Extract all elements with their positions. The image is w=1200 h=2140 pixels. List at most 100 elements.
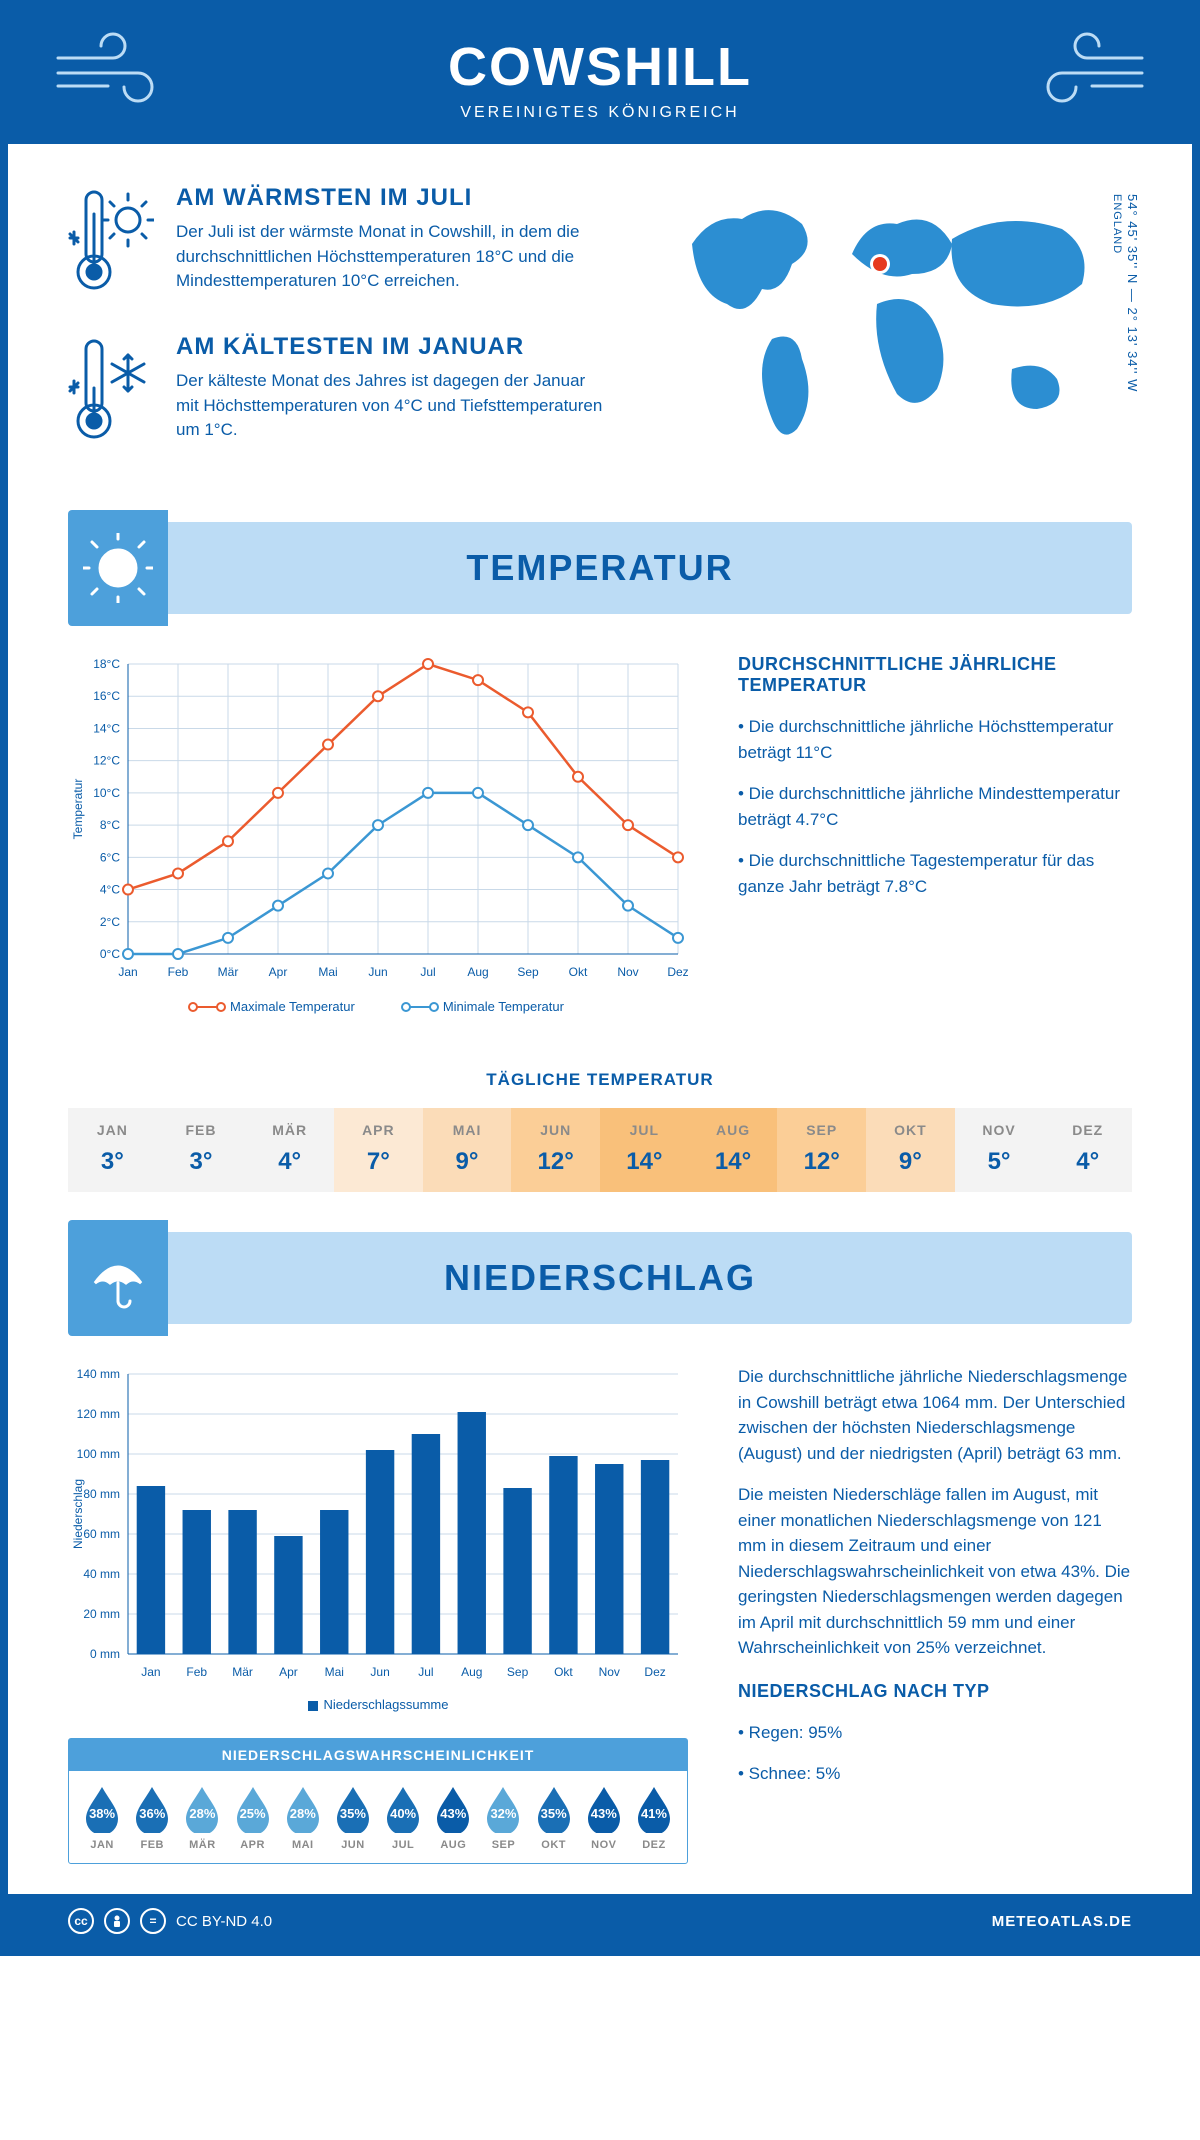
- daily-temp-cell: JUL14°: [600, 1108, 689, 1192]
- prob-cell: 28%MAI: [278, 1785, 328, 1851]
- svg-text:Dez: Dez: [667, 965, 688, 979]
- fact-cold-title: AM KÄLTESTEN IM JANUAR: [176, 333, 612, 361]
- svg-text:4°C: 4°C: [100, 883, 120, 897]
- prob-cell: 41%DEZ: [629, 1785, 679, 1851]
- svg-text:Mär: Mär: [218, 965, 239, 979]
- svg-text:0 mm: 0 mm: [90, 1647, 120, 1661]
- svg-text:60 mm: 60 mm: [83, 1527, 120, 1541]
- prob-cell: 35%JUN: [328, 1785, 378, 1851]
- daily-temp-cell: DEZ4°: [1043, 1108, 1132, 1192]
- daily-temp-cell: SEP12°: [777, 1108, 866, 1192]
- svg-text:Mai: Mai: [325, 1665, 344, 1679]
- svg-text:Aug: Aug: [467, 965, 488, 979]
- svg-text:Nov: Nov: [599, 1665, 620, 1679]
- precip-type-item: • Regen: 95%: [738, 1720, 1132, 1746]
- summary-bullet: • Die durchschnittliche jährliche Mindes…: [738, 781, 1132, 832]
- coordinates: 54° 45' 35'' N — 2° 13' 34'' WENGLAND: [1110, 194, 1140, 392]
- summary-bullet: • Die durchschnittliche jährliche Höchst…: [738, 714, 1132, 765]
- svg-text:140 mm: 140 mm: [77, 1367, 120, 1381]
- svg-text:120 mm: 120 mm: [77, 1407, 120, 1421]
- fact-coldest: AM KÄLTESTEN IM JANUAR Der kälteste Mona…: [68, 333, 612, 448]
- prob-cell: 43%AUG: [428, 1785, 478, 1851]
- prob-cell: 38%JAN: [77, 1785, 127, 1851]
- svg-text:Sep: Sep: [517, 965, 539, 979]
- daily-temp-cell: MAI9°: [423, 1108, 512, 1192]
- svg-text:6°C: 6°C: [100, 850, 120, 864]
- wind-icon: [48, 28, 168, 113]
- daily-temp-cell: NOV5°: [955, 1108, 1044, 1192]
- svg-text:10°C: 10°C: [93, 786, 120, 800]
- svg-text:18°C: 18°C: [93, 657, 120, 671]
- svg-text:16°C: 16°C: [93, 689, 120, 703]
- svg-text:2°C: 2°C: [100, 915, 120, 929]
- license-text: CC BY-ND 4.0: [176, 1913, 272, 1930]
- umbrella-icon: [68, 1220, 168, 1336]
- section-title: TEMPERATUR: [466, 547, 733, 589]
- page-title: COWSHILL: [8, 36, 1192, 98]
- svg-text:Temperatur: Temperatur: [71, 779, 85, 840]
- precip-para: Die meisten Niederschläge fallen im Augu…: [738, 1482, 1132, 1661]
- fact-warmest: AM WÄRMSTEN IM JULI Der Juli ist der wär…: [68, 184, 612, 299]
- intro-section: AM WÄRMSTEN IM JULI Der Juli ist der wär…: [8, 144, 1192, 512]
- precip-type-item: • Schnee: 5%: [738, 1761, 1132, 1787]
- svg-text:14°C: 14°C: [93, 721, 120, 735]
- section-header-precip: NIEDERSCHLAG: [68, 1232, 1132, 1324]
- prob-cell: 25%APR: [228, 1785, 278, 1851]
- summary-title: DURCHSCHNITTLICHE JÄHRLICHE TEMPERATUR: [738, 654, 1132, 696]
- svg-text:80 mm: 80 mm: [83, 1487, 120, 1501]
- svg-text:Okt: Okt: [554, 1665, 573, 1679]
- daily-temp-grid: JAN3°FEB3°MÄR4°APR7°MAI9°JUN12°JUL14°AUG…: [68, 1108, 1132, 1192]
- by-icon: [104, 1908, 130, 1934]
- svg-text:Sep: Sep: [507, 1665, 529, 1679]
- svg-text:0°C: 0°C: [100, 947, 120, 961]
- chart-legend: Maximale Temperatur Minimale Temperatur: [68, 999, 688, 1014]
- svg-text:Jul: Jul: [418, 1665, 433, 1679]
- nd-icon: =: [140, 1908, 166, 1934]
- page-subtitle: VEREINIGTES KÖNIGREICH: [8, 104, 1192, 122]
- svg-text:Mär: Mär: [232, 1665, 253, 1679]
- svg-text:8°C: 8°C: [100, 818, 120, 832]
- precip-probability-box: NIEDERSCHLAGSWAHRSCHEINLICHKEIT 38%JAN36…: [68, 1738, 688, 1864]
- precip-para: Die durchschnittliche jährliche Niedersc…: [738, 1364, 1132, 1466]
- svg-text:12°C: 12°C: [93, 754, 120, 768]
- temperature-line-chart: 0°C 2°C 4°C 6°C 8°C 10°C 12°C 14°C 16°C 18°C Jan Fe…: [68, 654, 688, 984]
- svg-text:Okt: Okt: [569, 965, 588, 979]
- thermometer-sun-icon: [68, 184, 154, 299]
- precip-type-title: NIEDERSCHLAG NACH TYP: [738, 1681, 1132, 1702]
- daily-temp-cell: APR7°: [334, 1108, 423, 1192]
- svg-text:Mai: Mai: [318, 965, 337, 979]
- svg-text:20 mm: 20 mm: [83, 1607, 120, 1621]
- prob-cell: 35%OKT: [529, 1785, 579, 1851]
- infographic-frame: COWSHILL VEREINIGTES KÖNIGREICH: [0, 0, 1200, 1956]
- fact-warm-text: Der Juli ist der wärmste Monat in Cowshi…: [176, 220, 612, 294]
- prob-title: NIEDERSCHLAGSWAHRSCHEINLICHKEIT: [69, 1739, 687, 1771]
- svg-text:Niederschlag: Niederschlag: [71, 1479, 85, 1549]
- daily-temp-cell: AUG14°: [689, 1108, 778, 1192]
- world-map: 54° 45' 35'' N — 2° 13' 34'' WENGLAND: [652, 184, 1132, 482]
- summary-bullet: • Die durchschnittliche Tagestemperatur …: [738, 848, 1132, 899]
- daily-temp-title: TÄGLICHE TEMPERATUR: [8, 1070, 1192, 1090]
- svg-text:Jun: Jun: [368, 965, 387, 979]
- prob-cell: 36%FEB: [127, 1785, 177, 1851]
- section-header-temperature: TEMPERATUR: [68, 522, 1132, 614]
- svg-text:Feb: Feb: [168, 965, 189, 979]
- sun-icon: [68, 510, 168, 626]
- fact-cold-text: Der kälteste Monat des Jahres ist dagege…: [176, 369, 612, 443]
- prob-cell: 40%JUL: [378, 1785, 428, 1851]
- site-name: METEOATLAS.DE: [992, 1913, 1132, 1930]
- section-title: NIEDERSCHLAG: [444, 1257, 756, 1299]
- svg-text:Dez: Dez: [644, 1665, 665, 1679]
- daily-temp-cell: FEB3°: [157, 1108, 246, 1192]
- footer: cc = CC BY-ND 4.0 METEOATLAS.DE: [8, 1894, 1192, 1948]
- fact-warm-title: AM WÄRMSTEN IM JULI: [176, 184, 612, 212]
- daily-temp-cell: MÄR4°: [245, 1108, 334, 1192]
- chart-legend: Niederschlagssumme: [68, 1697, 688, 1712]
- svg-text:40 mm: 40 mm: [83, 1567, 120, 1581]
- precip-bar-chart: 0 mm20 mm40 mm60 mm80 mm100 mm120 mm140 …: [68, 1364, 688, 1684]
- cc-icon: cc: [68, 1908, 94, 1934]
- daily-temp-cell: JAN3°: [68, 1108, 157, 1192]
- svg-text:Jan: Jan: [118, 965, 137, 979]
- svg-text:Jan: Jan: [141, 1665, 160, 1679]
- svg-text:Feb: Feb: [186, 1665, 207, 1679]
- prob-cell: 32%SEP: [478, 1785, 528, 1851]
